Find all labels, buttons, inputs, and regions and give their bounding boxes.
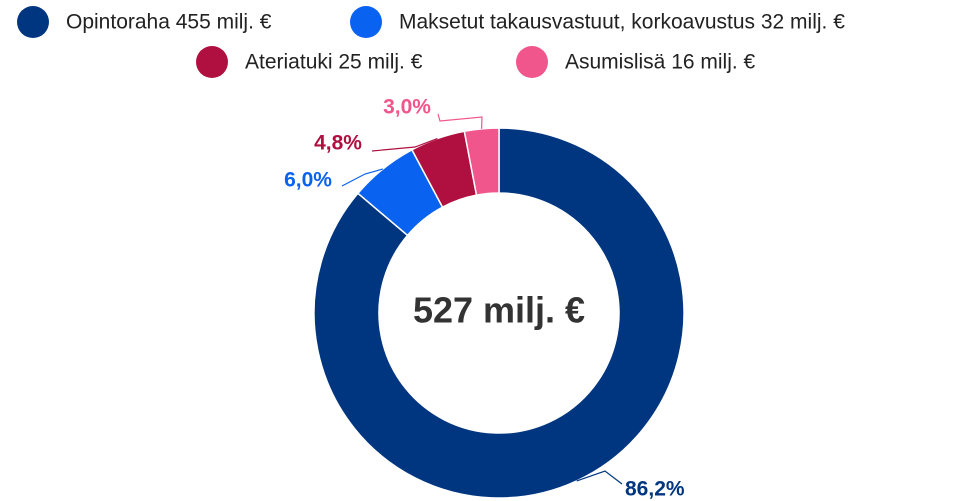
legend-label: Ateriatuki 25 milj. € — [245, 51, 423, 74]
donut-slice — [463, 127, 500, 197]
legend-marker — [196, 46, 228, 78]
legend-marker — [17, 6, 49, 38]
legend-label: Maksetut takausvastuut, korkoavustus 32 … — [399, 11, 845, 34]
leader-line — [371, 137, 438, 152]
data-label: 86,2% — [625, 478, 685, 501]
legend-marker — [350, 6, 382, 38]
donut-slice — [313, 127, 685, 499]
leader-line — [341, 168, 384, 187]
data-label: 6,0% — [284, 169, 332, 192]
legend-label: Asumislisä 16 milj. € — [565, 51, 756, 74]
data-label: 4,8% — [314, 132, 362, 155]
data-label: 3,0% — [383, 96, 431, 119]
legend-marker — [516, 46, 548, 78]
center-label: 527 milj. € — [413, 290, 585, 331]
leader-line — [437, 113, 483, 129]
leader-line — [576, 470, 623, 485]
legend-label: Opintoraha 455 milj. € — [66, 11, 272, 34]
